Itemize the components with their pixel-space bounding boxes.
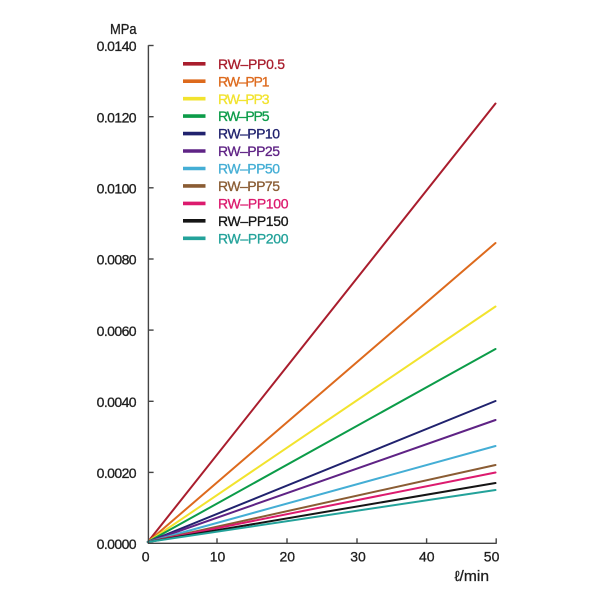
svg-text:RW–PP100: RW–PP100	[218, 196, 289, 212]
svg-text:0: 0	[142, 549, 150, 565]
svg-text:ℓ/min: ℓ/min	[455, 569, 490, 585]
svg-text:0.0060: 0.0060	[97, 323, 137, 339]
svg-text:10: 10	[210, 549, 226, 565]
svg-text:0.0080: 0.0080	[97, 252, 137, 268]
svg-text:30: 30	[350, 549, 366, 565]
svg-text:RW–PP5: RW–PP5	[218, 108, 270, 124]
svg-text:RW–PP10: RW–PP10	[218, 126, 280, 142]
svg-text:RW–PP3: RW–PP3	[218, 91, 270, 107]
svg-text:MPa: MPa	[110, 21, 137, 38]
svg-text:20: 20	[280, 549, 296, 565]
svg-text:RW–PP50: RW–PP50	[218, 161, 280, 177]
svg-text:RW–PP0.5: RW–PP0.5	[218, 56, 285, 72]
svg-text:0.0040: 0.0040	[97, 394, 137, 410]
svg-text:0.0020: 0.0020	[97, 465, 137, 481]
svg-text:0.0140: 0.0140	[97, 38, 137, 54]
svg-text:RW–PP75: RW–PP75	[218, 178, 280, 194]
svg-text:RW–PP1: RW–PP1	[218, 73, 270, 89]
svg-text:0.0000: 0.0000	[97, 536, 137, 552]
svg-text:RW–PP150: RW–PP150	[218, 213, 289, 229]
svg-text:0.0120: 0.0120	[97, 109, 137, 125]
svg-text:RW–PP25: RW–PP25	[218, 143, 280, 159]
svg-text:RW–PP200: RW–PP200	[218, 230, 289, 246]
svg-text:0.0100: 0.0100	[97, 181, 137, 197]
svg-text:40: 40	[419, 549, 435, 565]
svg-text:50: 50	[484, 549, 500, 565]
